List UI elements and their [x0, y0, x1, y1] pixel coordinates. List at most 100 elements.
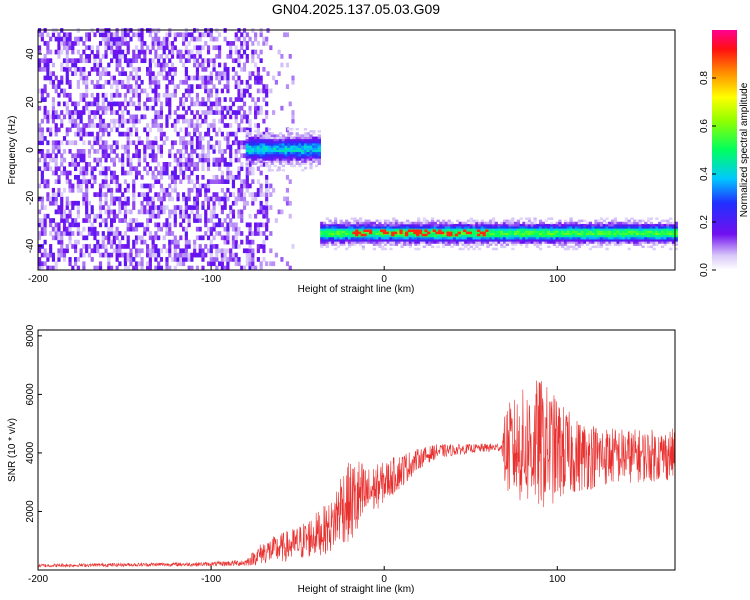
- spectrogram-cell: [469, 228, 473, 231]
- spectrogram-cell: [40, 205, 44, 210]
- spectrogram-cell: [170, 174, 175, 180]
- spectrogram-cell: [353, 236, 357, 240]
- spectrogram-cell: [633, 228, 637, 231]
- spectrogram-cell: [201, 62, 205, 68]
- spectrogram-cell: [538, 241, 543, 244]
- spectrogram-cell: [223, 218, 227, 223]
- spectrogram-cell: [173, 157, 177, 163]
- spectrogram-cell: [536, 228, 540, 231]
- spectrogram-cell: [215, 92, 219, 98]
- spectrogram-cell: [104, 183, 108, 189]
- spectrogram-cell: [259, 160, 263, 163]
- spectrogram-cell: [267, 166, 272, 170]
- spectrogram-cell: [140, 239, 144, 245]
- spectrogram-cell: [248, 252, 252, 258]
- spectrogram-cell: [179, 261, 183, 267]
- spectrogram-cell: [51, 265, 56, 271]
- spectrogram-cell: [619, 230, 623, 233]
- spectrogram-cell: [168, 183, 172, 189]
- colorbar-tick-label: 0.0: [699, 263, 710, 277]
- spectrogram-cell: [281, 134, 285, 137]
- spectrogram-cell: [256, 132, 261, 135]
- spectrogram-cell: [580, 219, 584, 223]
- spectrogram-cell: [148, 183, 152, 189]
- spectrogram-cell: [190, 144, 194, 150]
- spectrogram-cell: [574, 228, 579, 231]
- spectrogram-cell: [655, 234, 659, 238]
- spectrogram-cell: [378, 232, 382, 236]
- spectrogram-cell: [410, 229, 414, 232]
- spectrogram-cell: [290, 149, 294, 153]
- spectrogram-cell: [577, 232, 581, 236]
- spectrogram-cell: [68, 127, 72, 133]
- spectrogram-cell: [215, 110, 219, 115]
- spectrogram-cell: [262, 153, 266, 157]
- spectrogram-cell: [336, 232, 341, 236]
- spectrogram-cell: [118, 62, 122, 68]
- spectrogram-cell: [112, 118, 116, 124]
- spectrogram-cell: [658, 234, 662, 238]
- spectrogram-cell: [627, 232, 631, 236]
- spectrogram-cell: [558, 232, 562, 236]
- spectrogram-cell: [140, 79, 144, 85]
- spectrogram-cell: [522, 226, 526, 229]
- spectrogram-cell: [137, 162, 141, 167]
- spectrogram-cell: [85, 123, 89, 128]
- spectrogram-cell: [663, 239, 667, 242]
- spectrogram-cell: [170, 66, 175, 72]
- spectrogram-cell: [436, 228, 440, 231]
- spectrogram-cell: [658, 241, 662, 244]
- spectrogram-cell: [57, 187, 61, 193]
- spectrogram-cell: [339, 234, 343, 238]
- spectrogram-cell: [588, 236, 593, 240]
- spectrogram-cell: [60, 209, 64, 215]
- spectrogram-cell: [624, 241, 629, 244]
- spectrogram-cell: [151, 123, 155, 128]
- spectrogram-cell: [193, 75, 197, 81]
- spectrogram-cell: [245, 158, 249, 161]
- spectrogram-cell: [320, 239, 324, 242]
- spectrogram-cell: [259, 192, 263, 197]
- spectrogram-cell: [322, 243, 327, 246]
- spectrogram-cell: [234, 153, 238, 159]
- spectrogram-cell: [65, 205, 69, 210]
- spectrogram-cell: [126, 200, 130, 206]
- spectrogram-cell: [254, 62, 258, 68]
- spectrogram-cell: [266, 71, 270, 76]
- spectrogram-cell: [143, 183, 147, 189]
- spectrogram-cell: [331, 228, 335, 231]
- colorbar-tick-label: 0.8: [699, 71, 710, 85]
- spectrogram-cell: [234, 196, 238, 202]
- spectrogram-cell: [439, 234, 443, 238]
- spectrogram-cell: [240, 114, 244, 120]
- spectrogram-cell: [511, 219, 515, 223]
- spectrogram-cell: [259, 134, 263, 137]
- spectrogram-cell: [254, 79, 258, 85]
- spectrogram-cell: [134, 71, 139, 76]
- spectrogram-cell: [447, 226, 451, 229]
- spectrogram-cell: [60, 157, 64, 163]
- spectrogram-cell: [262, 149, 266, 153]
- spectrogram-cell: [644, 236, 648, 240]
- spectrogram-cell: [82, 66, 86, 72]
- spectrogram-cell: [65, 54, 69, 59]
- spectrogram-cell: [240, 239, 244, 245]
- spectrogram-cell: [165, 118, 169, 124]
- spectrogram-cell: [220, 105, 224, 111]
- spectrogram-cell: [309, 136, 313, 140]
- spectrogram-cell: [38, 127, 42, 133]
- spectrogram-cell: [666, 239, 670, 242]
- spectrogram-cell: [461, 239, 465, 242]
- spectrogram-cell: [182, 218, 186, 223]
- spectrogram-cell: [251, 54, 255, 59]
- spectrogram-cell: [406, 241, 410, 244]
- spectrogram-cell: [184, 45, 188, 51]
- spectrogram-cell: [292, 138, 297, 142]
- spectrogram-cell: [76, 36, 80, 42]
- spectrogram-cell: [184, 140, 188, 146]
- spectrogram-cell: [198, 62, 202, 68]
- spectrogram-cell: [146, 261, 150, 267]
- spectrogram-cell: [231, 239, 236, 245]
- spectrogram-cell: [283, 196, 287, 202]
- spectrogram-cell: [256, 222, 260, 228]
